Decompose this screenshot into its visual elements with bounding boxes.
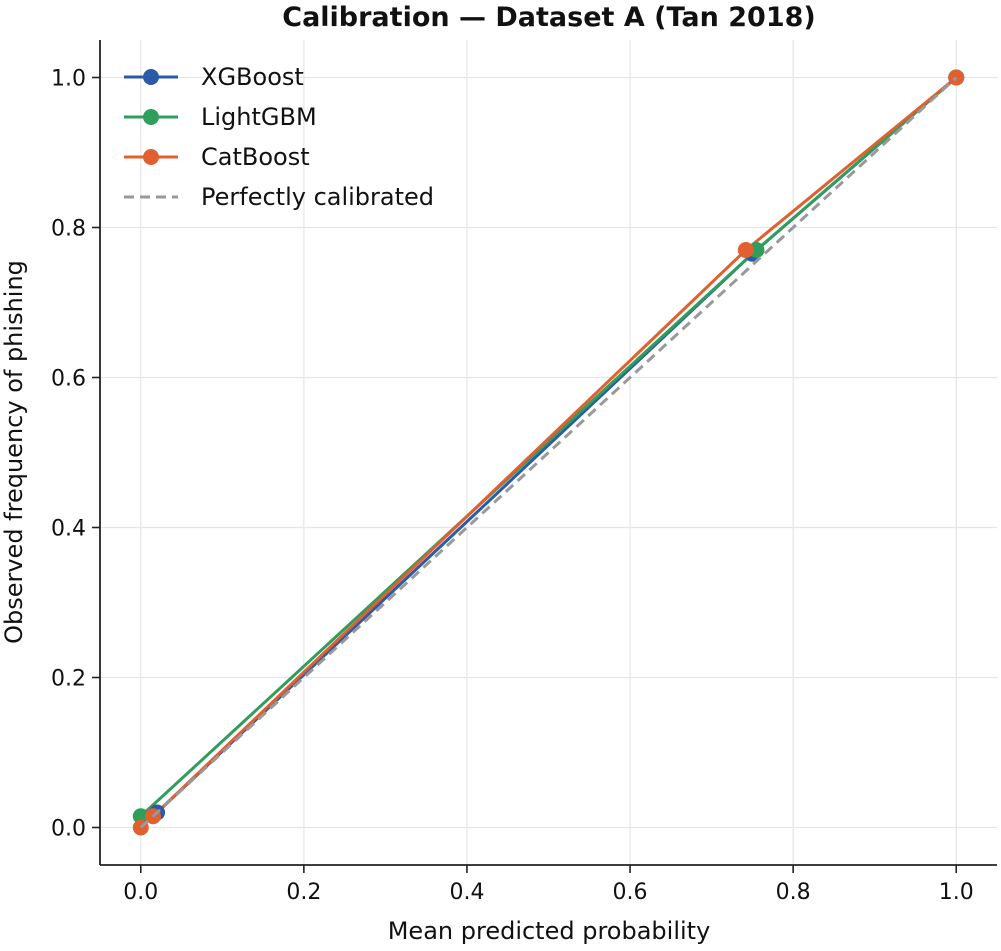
x-tick-label: 0.2 [286, 880, 321, 905]
y-tick-label: 0.6 [51, 367, 86, 392]
legend-label: CatBoost [201, 143, 310, 171]
x-tick-label: 0.4 [449, 880, 484, 905]
legend-label: XGBoost [201, 63, 304, 91]
legend-label: LightGBM [201, 103, 317, 131]
legend: XGBoost LightGBM CatBoost Perfectly calibra… [124, 63, 434, 211]
y-tick-label: 0.0 [51, 817, 86, 842]
legend-marker [143, 69, 159, 85]
y-tick-label: 0.8 [51, 217, 86, 242]
y-axis-label: Observed frequency of phishing [0, 260, 28, 644]
series [132, 69, 965, 836]
legend-item: CatBoost [124, 143, 310, 171]
reference-line-perfectly-calibrated [139, 76, 958, 829]
data-point-catboost [737, 242, 754, 258]
legend-marker [143, 109, 159, 125]
grid [100, 40, 997, 865]
ticks: 0.0 0.2 0.4 0.6 0.8 1.0 0.0 0.2 0.4 0.6 0.8 1.0 [51, 67, 974, 906]
chart-title: Calibration — Dataset A (Tan 2018) [282, 2, 816, 33]
legend-item: LightGBM [124, 103, 317, 131]
data-point-lightgbm [132, 808, 149, 825]
legend-marker [143, 149, 159, 165]
x-tick-label: 0.0 [123, 880, 158, 905]
axes [99, 40, 997, 866]
x-axis-label: Mean predicted probability [388, 917, 711, 945]
y-tick-label: 1.0 [51, 67, 86, 92]
legend-item: XGBoost [124, 63, 304, 91]
legend-label: Perfectly calibrated [201, 183, 434, 211]
x-tick-label: 0.6 [613, 880, 648, 905]
y-tick-label: 0.4 [51, 517, 86, 542]
x-tick-label: 1.0 [939, 880, 974, 905]
y-tick-label: 0.2 [51, 667, 86, 692]
legend-item: Perfectly calibrated [124, 183, 434, 211]
x-tick-label: 0.8 [776, 880, 811, 905]
